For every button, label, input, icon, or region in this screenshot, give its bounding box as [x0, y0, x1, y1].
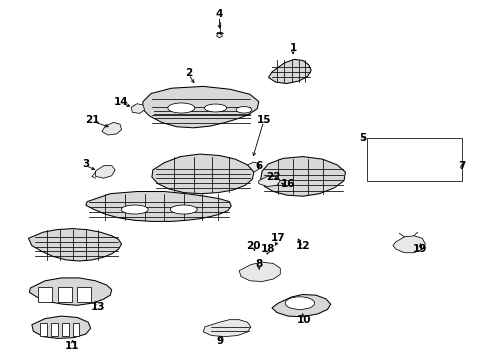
Text: 12: 12: [295, 240, 310, 251]
Bar: [51, 323, 58, 336]
Ellipse shape: [168, 103, 195, 113]
Polygon shape: [261, 157, 345, 196]
Text: 3: 3: [82, 159, 89, 169]
Text: 19: 19: [413, 244, 428, 254]
Polygon shape: [259, 176, 280, 186]
Bar: [367, 138, 462, 181]
Polygon shape: [131, 104, 145, 113]
Text: 2: 2: [185, 68, 192, 78]
Text: 6: 6: [255, 161, 262, 171]
Text: 16: 16: [281, 179, 295, 189]
Text: 7: 7: [458, 161, 466, 171]
Text: 21: 21: [85, 114, 99, 125]
Ellipse shape: [236, 107, 252, 113]
Text: 9: 9: [217, 336, 224, 346]
Ellipse shape: [285, 297, 315, 309]
Text: 4: 4: [216, 9, 223, 19]
Ellipse shape: [122, 205, 148, 214]
Polygon shape: [217, 33, 222, 38]
Polygon shape: [32, 316, 91, 338]
Polygon shape: [239, 262, 280, 282]
Text: 8: 8: [255, 258, 262, 269]
Polygon shape: [247, 162, 259, 172]
Text: 20: 20: [246, 240, 261, 251]
Text: 10: 10: [296, 315, 311, 325]
Polygon shape: [96, 166, 115, 178]
Bar: [73, 323, 79, 336]
Ellipse shape: [205, 104, 226, 112]
Polygon shape: [102, 122, 122, 135]
Text: 11: 11: [65, 341, 80, 351]
Polygon shape: [142, 86, 259, 128]
Text: 13: 13: [91, 302, 105, 312]
Polygon shape: [393, 236, 425, 253]
Text: 1: 1: [290, 42, 296, 53]
Bar: [40, 323, 47, 336]
Polygon shape: [203, 320, 251, 337]
Polygon shape: [272, 294, 331, 317]
Text: 17: 17: [271, 233, 286, 243]
Text: 5: 5: [359, 132, 366, 143]
Text: 15: 15: [256, 114, 271, 125]
Polygon shape: [29, 278, 112, 305]
Bar: [58, 287, 72, 302]
Ellipse shape: [171, 205, 197, 214]
Text: 22: 22: [266, 172, 281, 182]
Bar: [62, 323, 69, 336]
Polygon shape: [86, 192, 231, 221]
Bar: [38, 287, 52, 302]
Text: 18: 18: [261, 244, 276, 254]
Text: 14: 14: [114, 96, 129, 107]
Polygon shape: [28, 229, 122, 261]
Bar: [77, 287, 91, 302]
Polygon shape: [152, 154, 254, 194]
Polygon shape: [269, 59, 311, 84]
